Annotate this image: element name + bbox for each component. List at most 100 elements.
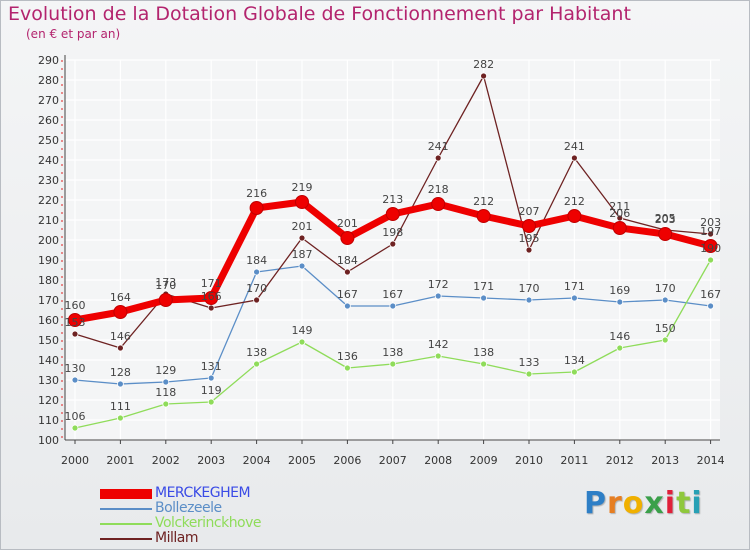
data-point <box>253 296 261 304</box>
data-label: 118 <box>155 386 176 399</box>
data-point <box>389 360 397 368</box>
y-tick-label: 140 <box>38 354 59 367</box>
logo-letter: x <box>644 486 665 521</box>
data-label: 146 <box>609 330 630 343</box>
data-point <box>68 313 82 327</box>
data-label: 171 <box>564 280 585 293</box>
legend-label: Millam <box>155 530 198 546</box>
data-point <box>295 195 309 209</box>
chart-title: Evolution de la Dotation Globale de Fonc… <box>8 3 631 25</box>
data-label: 164 <box>110 291 131 304</box>
data-label: 207 <box>519 205 540 218</box>
data-label: 119 <box>201 384 222 397</box>
data-point <box>707 256 714 264</box>
data-label: 187 <box>292 248 313 261</box>
data-point <box>434 292 442 300</box>
data-point <box>480 360 488 368</box>
data-point <box>117 344 124 352</box>
data-point <box>571 368 578 376</box>
data-point <box>298 338 306 346</box>
data-label: 184 <box>337 254 358 267</box>
y-tick-label: 110 <box>38 414 59 427</box>
data-label: 128 <box>110 366 131 379</box>
logo-letter: o <box>622 486 645 521</box>
y-tick-label: 220 <box>38 194 59 207</box>
data-label: 129 <box>155 364 176 377</box>
data-label: 241 <box>428 140 449 153</box>
data-label: 167 <box>382 288 403 301</box>
data-label: 197 <box>700 225 721 238</box>
x-tick-label: 2003 <box>197 454 225 467</box>
series-layer <box>68 72 718 432</box>
x-tick-label: 2005 <box>288 454 316 467</box>
data-point <box>480 72 488 80</box>
data-label: 241 <box>564 140 585 153</box>
data-point <box>707 230 714 238</box>
data-label: 282 <box>473 58 494 71</box>
data-point <box>71 330 79 338</box>
logo-letter: P <box>584 486 607 521</box>
legend-swatch <box>100 488 152 499</box>
y-tick-label: 280 <box>38 74 59 87</box>
data-point <box>343 268 351 276</box>
data-point <box>162 378 170 386</box>
data-label: 136 <box>337 350 358 363</box>
data-label: 167 <box>700 288 721 301</box>
data-point <box>389 302 397 310</box>
x-tick-label: 2013 <box>651 454 679 467</box>
y-tick-label: 250 <box>38 134 59 147</box>
data-point <box>162 400 170 408</box>
data-point <box>661 296 669 304</box>
y-tick-label: 210 <box>38 214 59 227</box>
data-label: 184 <box>246 254 267 267</box>
data-label: 173 <box>155 276 176 289</box>
y-tick-label: 120 <box>38 394 59 407</box>
x-tick-label: 2008 <box>424 454 452 467</box>
data-point <box>71 424 79 432</box>
data-label: 170 <box>519 282 540 295</box>
data-label: 212 <box>564 195 585 208</box>
data-point <box>434 154 442 162</box>
data-label: 206 <box>609 207 630 220</box>
data-point <box>571 154 578 162</box>
data-point <box>207 374 215 382</box>
data-label: 146 <box>110 330 131 343</box>
grid-layer <box>65 59 720 441</box>
data-point <box>249 201 264 215</box>
y-tick-label: 130 <box>38 374 59 387</box>
logo-letter: r <box>607 486 623 521</box>
x-tick-label: 2014 <box>697 454 725 467</box>
data-point <box>571 294 578 302</box>
y-tick-label: 260 <box>38 114 59 127</box>
data-point <box>431 197 446 211</box>
legend-swatch <box>100 537 152 540</box>
data-point <box>661 336 669 344</box>
data-label: 111 <box>110 400 131 413</box>
data-label: 172 <box>428 278 449 291</box>
data-label: 201 <box>292 220 313 233</box>
data-label: 130 <box>65 362 86 375</box>
x-tick-label: 2002 <box>152 454 180 467</box>
legend-label: Bollezeele <box>155 500 222 516</box>
data-point <box>616 344 624 352</box>
data-point <box>253 268 261 276</box>
data-label: 212 <box>473 195 494 208</box>
data-label: 106 <box>65 410 86 423</box>
data-point <box>480 294 488 302</box>
x-tick-label: 2012 <box>606 454 634 467</box>
data-point <box>476 209 491 223</box>
x-tick-label: 2006 <box>333 454 361 467</box>
y-tick-label: 160 <box>38 314 59 327</box>
data-point <box>385 207 400 221</box>
data-label: 211 <box>609 200 630 213</box>
data-point <box>253 360 261 368</box>
x-tick-label: 2004 <box>243 454 271 467</box>
x-tick-label: 2000 <box>61 454 89 467</box>
data-label: 213 <box>382 193 403 206</box>
y-tick-label: 190 <box>38 254 59 267</box>
data-label: 201 <box>337 217 358 230</box>
data-label: 205 <box>655 212 676 225</box>
data-point <box>658 227 673 241</box>
data-point <box>612 221 627 235</box>
y-tick-label: 150 <box>38 334 59 347</box>
